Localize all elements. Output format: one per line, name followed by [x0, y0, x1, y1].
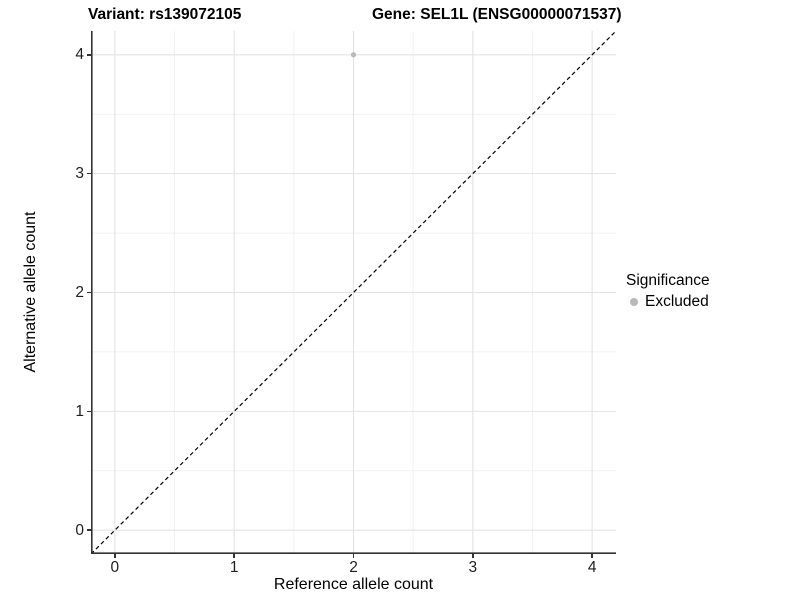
x-tick-label: 0 [110, 559, 120, 576]
x-tick-label: 2 [349, 559, 358, 576]
legend-title: Significance [626, 272, 710, 289]
x-axis-title: Reference allele count [273, 576, 434, 593]
legend-item-label: Excluded [645, 293, 709, 310]
legend-key-dot-icon [630, 298, 638, 306]
legend-items: Excluded [626, 293, 710, 311]
data-point [350, 52, 357, 58]
y-tick-mark [87, 54, 91, 56]
x-tick-label: 3 [468, 559, 478, 576]
y-tick-label: 4 [75, 46, 84, 64]
y-tick-label: 0 [75, 521, 84, 539]
x-tick-mark [114, 554, 116, 558]
y-tick-label: 2 [75, 284, 84, 301]
plot-canvas [91, 31, 616, 554]
legend-item: Excluded [626, 293, 710, 311]
variant-title: Variant: rs139072105 [88, 6, 242, 23]
y-axis-title: Alternative allele count [22, 211, 39, 373]
y-tick-mark [87, 172, 91, 175]
plot-panel [91, 31, 616, 554]
gene-title: Gene: SEL1L (ENSG00000071537) [372, 6, 622, 23]
x-tick-label: 1 [229, 559, 239, 576]
y-tick-label: 1 [75, 402, 84, 420]
x-tick-mark [352, 554, 355, 558]
x-tick-label: 4 [587, 559, 597, 576]
y-tick-mark [87, 291, 91, 294]
x-tick-mark [591, 554, 593, 558]
x-tick-mark [472, 554, 474, 558]
y-tick-mark [87, 410, 91, 413]
x-tick-mark [233, 554, 235, 558]
legend: Significance Excluded [626, 272, 710, 311]
y-tick-mark [87, 529, 91, 531]
y-tick-label: 3 [75, 165, 84, 183]
identity-reference-line [91, 31, 616, 554]
